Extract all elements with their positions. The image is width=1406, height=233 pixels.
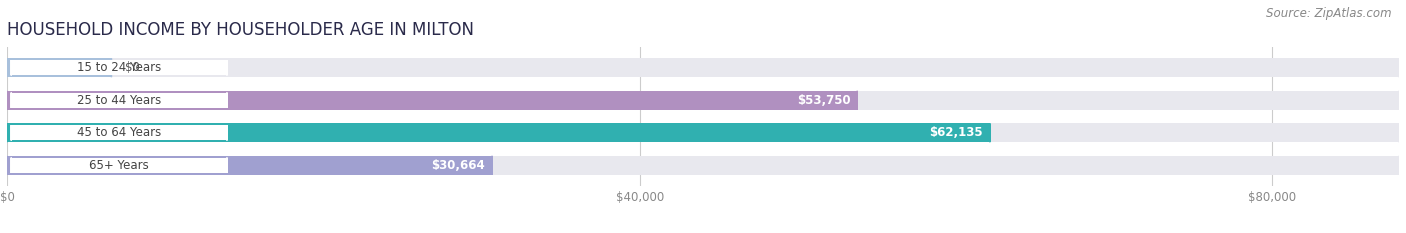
Text: 45 to 64 Years: 45 to 64 Years	[77, 126, 162, 139]
Text: 25 to 44 Years: 25 to 44 Years	[77, 94, 162, 107]
Bar	[7, 156, 1399, 175]
Bar	[7, 91, 858, 110]
Bar	[7, 58, 111, 77]
Bar	[7, 91, 1399, 110]
Text: $30,664: $30,664	[432, 159, 485, 172]
Bar	[7, 156, 492, 175]
Bar	[11, 93, 226, 108]
Text: HOUSEHOLD INCOME BY HOUSEHOLDER AGE IN MILTON: HOUSEHOLD INCOME BY HOUSEHOLDER AGE IN M…	[7, 21, 474, 39]
Bar	[11, 60, 226, 75]
Text: $62,135: $62,135	[929, 126, 983, 139]
Text: Source: ZipAtlas.com: Source: ZipAtlas.com	[1267, 7, 1392, 20]
Bar	[11, 125, 226, 140]
Text: 15 to 24 Years: 15 to 24 Years	[77, 61, 162, 74]
Bar	[7, 123, 1399, 142]
Bar	[7, 58, 1399, 77]
Text: $53,750: $53,750	[797, 94, 851, 107]
Bar	[7, 123, 990, 142]
Text: $0: $0	[125, 61, 141, 74]
Bar	[11, 158, 226, 173]
Text: 65+ Years: 65+ Years	[89, 159, 149, 172]
